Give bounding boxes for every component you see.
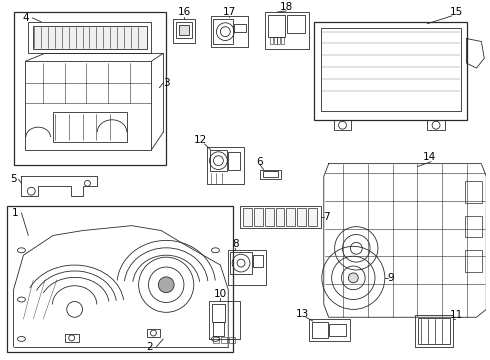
Bar (312, 322, 328, 338)
Bar (465, 250, 482, 272)
Bar (270, 37, 272, 44)
Bar (221, 337, 227, 343)
Bar (28, 22, 151, 53)
Bar (230, 252, 252, 274)
Text: 15: 15 (450, 7, 464, 17)
Bar (228, 250, 266, 285)
Text: 5: 5 (10, 174, 17, 184)
Bar (211, 16, 248, 48)
Bar (418, 318, 450, 344)
Text: 18: 18 (280, 2, 293, 12)
Bar (465, 216, 482, 238)
Bar (253, 255, 263, 267)
Bar (207, 147, 244, 184)
Bar (297, 208, 306, 226)
Bar (229, 337, 235, 343)
Bar (275, 208, 284, 226)
Bar (65, 334, 78, 342)
Bar (209, 301, 240, 339)
Text: 17: 17 (222, 7, 236, 17)
Text: 3: 3 (163, 78, 170, 88)
Bar (329, 324, 346, 336)
Bar (465, 181, 482, 203)
Text: 7: 7 (323, 212, 330, 222)
Bar (260, 170, 281, 179)
Bar (308, 208, 317, 226)
Bar (277, 37, 280, 44)
Bar (427, 120, 445, 130)
Text: 1: 1 (12, 208, 19, 218)
Circle shape (158, 277, 174, 293)
Bar (254, 208, 263, 226)
Text: 16: 16 (177, 7, 191, 17)
Bar (265, 208, 273, 226)
Bar (265, 12, 309, 49)
Text: 10: 10 (214, 289, 227, 298)
Bar (214, 19, 233, 44)
Bar (214, 337, 220, 343)
Bar (334, 120, 351, 130)
Bar (210, 150, 227, 171)
Bar (234, 24, 246, 32)
Text: 9: 9 (388, 273, 394, 283)
Bar (416, 315, 453, 347)
Bar (309, 319, 350, 341)
Text: 8: 8 (232, 239, 239, 249)
Bar (173, 19, 195, 44)
Text: 2: 2 (146, 342, 153, 352)
Bar (228, 152, 240, 170)
Text: 6: 6 (256, 157, 263, 167)
Text: 12: 12 (194, 135, 207, 145)
Bar (243, 208, 252, 226)
Text: 11: 11 (450, 310, 464, 320)
Circle shape (348, 273, 358, 283)
Bar (147, 329, 160, 337)
Bar (240, 206, 321, 228)
Bar (321, 28, 461, 112)
Text: 4: 4 (22, 13, 29, 23)
Bar (286, 208, 295, 226)
Bar (263, 171, 278, 177)
Bar (212, 305, 225, 322)
Bar (14, 12, 166, 165)
Bar (53, 112, 127, 142)
Bar (273, 37, 276, 44)
Bar (179, 25, 189, 35)
Bar (176, 22, 192, 37)
Text: 14: 14 (422, 152, 436, 162)
Bar (33, 26, 147, 49)
Bar (268, 15, 285, 37)
Bar (281, 37, 284, 44)
Bar (7, 206, 233, 352)
Bar (213, 322, 224, 336)
Text: 13: 13 (295, 309, 309, 319)
Bar (314, 22, 466, 120)
Bar (25, 61, 151, 150)
Bar (287, 15, 305, 33)
